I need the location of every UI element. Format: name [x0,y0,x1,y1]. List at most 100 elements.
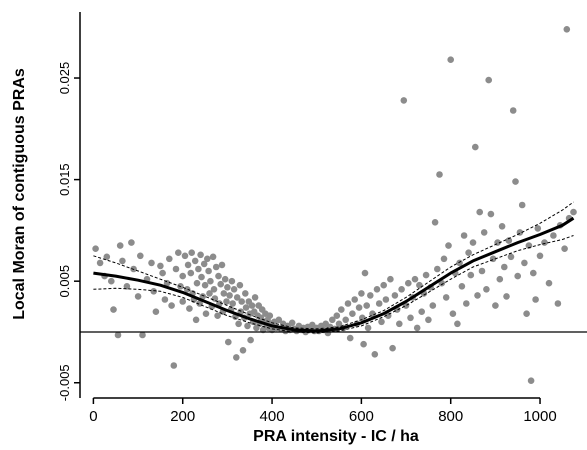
data-point [96,259,104,267]
data-point [431,219,439,226]
data-point [541,239,548,246]
data-point [187,269,195,277]
data-point [396,320,403,328]
x-tick-label: 1000 [523,408,556,425]
data-point [346,334,354,342]
data-point [92,245,99,252]
data-point [422,271,430,279]
data-point [218,261,226,269]
data-point [175,249,182,256]
data-point [242,304,250,311]
y-axis-title-group: Local Moran of contiguous PRAs [11,68,28,320]
y-tick-label: 0.025 [57,62,72,95]
data-point [209,253,217,261]
data-point [358,290,365,297]
data-point [458,283,466,290]
data-point [400,97,408,104]
x-tick-label: 600 [349,408,374,425]
data-point [391,292,399,299]
data-point [248,302,256,309]
data-point [454,320,461,328]
data-point [333,312,341,320]
y-tick-label: 0.015 [57,163,72,196]
data-point [532,296,539,303]
data-point [456,259,463,267]
data-point [116,242,124,249]
data-point [342,316,350,324]
data-point [378,318,385,326]
data-point [192,316,200,324]
data-point [207,277,214,285]
data-point [179,298,186,305]
data-point [476,208,484,216]
data-point [103,253,111,261]
data-point [247,336,254,344]
data-point [380,281,388,289]
data-points [92,26,577,385]
x-tick-label: 0 [89,408,97,425]
data-point [460,232,468,239]
data-point [170,362,178,369]
fit-lines [80,201,587,334]
data-point [375,300,383,307]
data-point [235,320,242,328]
data-point [110,306,117,313]
data-point [329,316,336,324]
data-point [161,296,169,303]
data-point [416,281,423,289]
data-point [411,275,419,283]
data-point [429,302,437,309]
data-point [512,178,519,185]
data-point [193,279,201,287]
data-point [465,249,472,256]
data-point [204,255,211,263]
data-point [195,265,202,273]
data-point [518,201,526,209]
data-point [507,253,515,261]
data-point [223,298,230,305]
data-point [492,302,499,309]
data-point [217,280,224,288]
data-point [570,208,577,216]
data-point [197,251,204,259]
data-point [242,290,249,297]
data-point [220,290,228,297]
data-point [344,300,352,307]
data-point [501,263,508,271]
data-point [371,351,379,358]
data-point [407,314,414,322]
data-point [530,269,537,277]
data-point [503,293,510,300]
data-point [181,252,189,260]
data-point [442,294,450,301]
data-point [440,255,448,263]
data-point [373,286,381,293]
data-point [469,239,477,246]
data-point [361,269,369,277]
data-point [474,292,481,299]
data-point [561,245,568,252]
x-tick-label: 800 [438,408,463,425]
data-point [168,302,175,309]
data-point [485,76,493,84]
data-point [229,300,236,307]
data-point [387,275,394,283]
data-point [389,344,396,352]
data-point [188,249,195,256]
data-point [382,296,390,303]
data-point [563,26,571,33]
data-point [445,242,452,249]
data-point [363,302,371,309]
data-point [238,298,245,305]
data-point [369,310,376,318]
data-point [509,107,517,114]
data-point [226,292,233,299]
data-point [198,273,205,281]
confidence-upper-line [93,201,574,330]
data-point [123,283,131,290]
data-point [266,312,274,320]
data-point [233,294,241,301]
data-point [434,265,441,273]
data-point [364,324,372,332]
